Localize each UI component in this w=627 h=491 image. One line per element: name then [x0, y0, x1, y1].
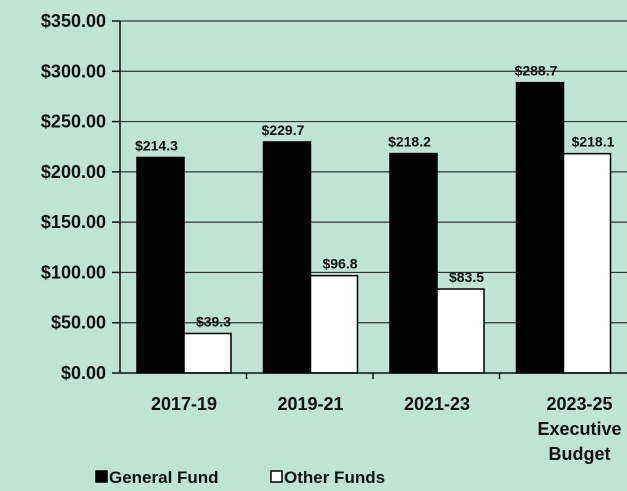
bar-general-fund: [389, 152, 438, 374]
y-axis-ticks: $0.00 $50.00 $100.00 $150.00 $200.00 $250.00 $…: [41, 11, 106, 383]
legend-swatch-other-funds: [270, 470, 283, 483]
gridlines: [120, 20, 627, 324]
bar-other-funds: [436, 288, 485, 374]
x-category-label: 2019-21: [277, 394, 343, 414]
y-tick-label: $150.00: [41, 212, 106, 232]
x-category-label: 2021-23: [404, 394, 470, 414]
data-label: $288.7: [515, 63, 558, 79]
data-label: $214.3: [135, 137, 178, 153]
data-label: $83.5: [449, 269, 484, 285]
bar-general-fund: [262, 141, 312, 374]
x-category-label: 2017-19: [151, 394, 217, 414]
x-category-label: Executive: [537, 419, 621, 439]
y-tick-label: $200.00: [41, 162, 106, 182]
bar-general-fund: [515, 81, 565, 374]
y-tick-label: $300.00: [41, 61, 106, 81]
y-tick-label: $0.00: [61, 363, 106, 383]
legend-swatch-general-fund: [95, 470, 108, 483]
axes: [112, 20, 627, 379]
legend: General Fund Other Funds: [95, 468, 385, 487]
data-label: $218.1: [572, 134, 615, 150]
data-label: $39.3: [196, 313, 231, 329]
data-label: $218.2: [388, 134, 431, 150]
data-label: $229.7: [262, 122, 305, 138]
bar-other-funds: [309, 274, 359, 374]
x-category-label: Budget: [549, 444, 611, 464]
data-label: $96.8: [322, 256, 357, 272]
legend-label-general-fund: General Fund: [109, 468, 219, 487]
bars: [136, 81, 612, 374]
x-axis-categories: 2017-19 2019-21 2021-23 2023-25 Executive Bud…: [151, 394, 622, 464]
bar-general-fund: [136, 156, 185, 374]
y-tick-label: $50.00: [51, 313, 106, 333]
legend-label-other-funds: Other Funds: [284, 468, 385, 487]
y-tick-label: $250.00: [41, 112, 106, 132]
bar-other-funds: [183, 332, 232, 374]
bar-other-funds: [562, 152, 612, 374]
x-category-label: 2023-25: [546, 394, 612, 414]
y-tick-label: $350.00: [41, 11, 106, 31]
data-labels: $214.3 $39.3 $229.7 $96.8 $218.2 $83.5 $288.7 $…: [135, 63, 615, 330]
y-tick-label: $100.00: [41, 262, 106, 282]
